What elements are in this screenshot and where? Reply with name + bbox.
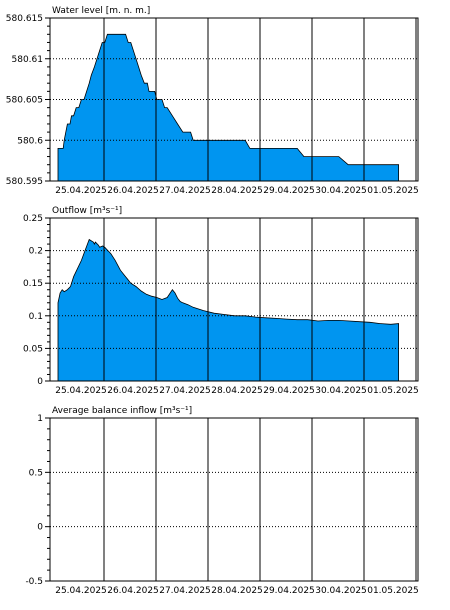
y-tick-label-5: 0 xyxy=(37,377,43,387)
outflow-panel: Outflow [m³s⁻¹] 0.25 0.2 0.15 0.1 0.05 0 25.0… xyxy=(23,206,419,396)
x-tick-label-1: 26.04.2025 xyxy=(107,586,159,596)
x-tick-label-3: 28.04.2025 xyxy=(211,586,263,596)
x-tick-label-6: 01.05.2025 xyxy=(367,386,419,396)
x-tick-label-5: 30.04.2025 xyxy=(315,186,367,196)
series-area-0 xyxy=(57,33,399,182)
x-tick-label-2: 27.04.2025 xyxy=(159,386,211,396)
outflow-title: Outflow [m³s⁻¹] xyxy=(52,206,122,216)
x-tick-label-4: 29.04.2025 xyxy=(263,386,315,396)
x-tick-label-5: 30.04.2025 xyxy=(315,586,367,596)
x-tick-label-0: 25.04.2025 xyxy=(55,386,107,396)
y-tick-label-2: 0.15 xyxy=(23,279,43,289)
x-tick-label-3: 28.04.2025 xyxy=(211,386,263,396)
x-tick-label-4: 29.04.2025 xyxy=(263,186,315,196)
y-tick-label-2: 580.605 xyxy=(6,96,43,106)
balance-inflow-panel: Average balance inflow [m³s⁻¹] 1 0.5 0 -0.5… xyxy=(25,406,418,596)
y-tick-label-0: 1 xyxy=(37,414,43,424)
x-tick-label-1: 26.04.2025 xyxy=(107,186,159,196)
y-tick-label-3: -0.5 xyxy=(25,577,43,587)
x-tick-label-6: 01.05.2025 xyxy=(367,586,419,596)
y-tick-label-4: 580.595 xyxy=(6,177,43,187)
x-tick-label-0: 25.04.2025 xyxy=(55,586,107,596)
x-tick-label-2: 27.04.2025 xyxy=(159,586,211,596)
y-tick-label-3: 580.6 xyxy=(17,136,43,146)
balance-inflow-title: Average balance inflow [m³s⁻¹] xyxy=(52,406,192,416)
outflow-plot-frame xyxy=(49,217,419,382)
x-tick-label-1: 26.04.2025 xyxy=(107,386,159,396)
y-tick-label-1: 580.61 xyxy=(12,55,44,65)
x-tick-label-5: 30.04.2025 xyxy=(315,386,367,396)
series-area-0 xyxy=(57,238,399,382)
water-level-plot-frame xyxy=(49,17,419,182)
x-tick-label-2: 27.04.2025 xyxy=(159,186,211,196)
y-tick-label-2: 0 xyxy=(37,523,43,533)
y-tick-label-3: 0.1 xyxy=(29,312,43,322)
x-tick-label-6: 01.05.2025 xyxy=(367,186,419,196)
x-tick-label-0: 25.04.2025 xyxy=(55,186,107,196)
water-level-panel: Water level [m. n. m.] 580.615 580.61 580.… xyxy=(6,6,419,196)
water-level-title: Water level [m. n. m.] xyxy=(52,6,150,16)
y-tick-label-0: 0.25 xyxy=(23,214,43,224)
y-tick-label-0: 580.615 xyxy=(6,14,43,24)
x-tick-label-4: 29.04.2025 xyxy=(263,586,315,596)
x-tick-label-3: 28.04.2025 xyxy=(211,186,263,196)
y-tick-label-4: 0.05 xyxy=(23,344,43,354)
balance-inflow-plot-frame xyxy=(49,417,419,582)
y-tick-label-1: 0.2 xyxy=(29,247,43,257)
y-tick-label-1: 0.5 xyxy=(29,468,43,478)
